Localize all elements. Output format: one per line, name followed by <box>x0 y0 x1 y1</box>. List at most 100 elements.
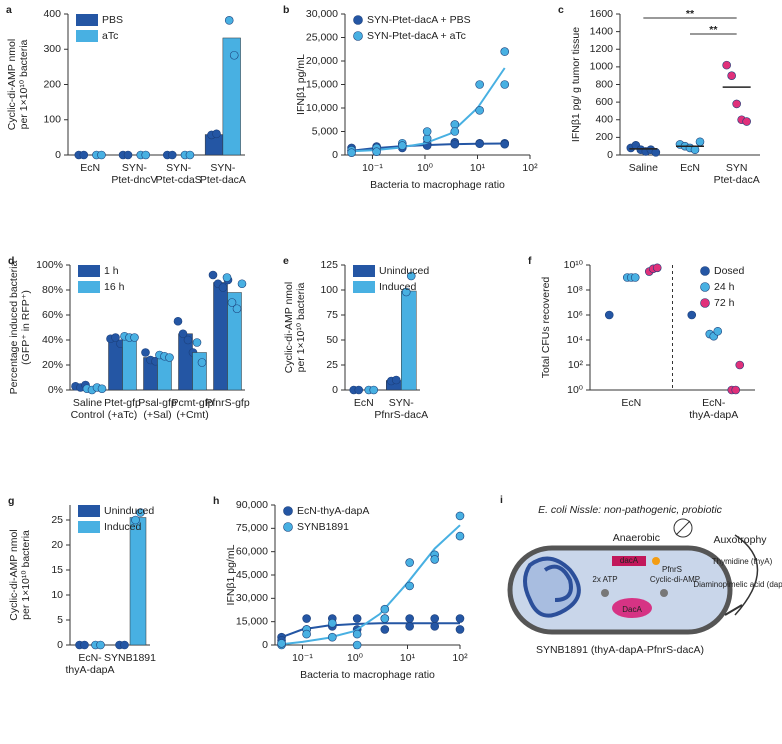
y-tick-label: 10⁰ <box>567 384 584 396</box>
point <box>97 384 107 394</box>
x-tick-label: 10⁻¹ <box>362 162 383 174</box>
point <box>630 273 640 282</box>
y-tick-label: 40% <box>42 334 63 346</box>
x-tick-line: EcN <box>80 162 100 174</box>
point <box>455 511 465 521</box>
panel-letter: e <box>283 255 289 267</box>
legend-swatch <box>76 30 98 42</box>
legend-label: PBS <box>102 14 123 26</box>
y-tick-label: 1600 <box>590 8 614 20</box>
point <box>224 16 234 25</box>
y-tick-label: 60,000 <box>236 545 268 557</box>
legend-label: 16 h <box>104 281 125 293</box>
product-label: Cyclic-di-AMP <box>650 575 700 584</box>
point <box>731 385 741 395</box>
y-tick-label: 80% <box>42 284 63 296</box>
point <box>372 147 381 157</box>
y-tick-label: 75 <box>326 309 338 321</box>
point <box>722 60 731 70</box>
y-tick-label: 0 <box>57 639 63 651</box>
point <box>218 283 228 292</box>
bar <box>192 352 207 391</box>
legend-label: EcN-thyA-dapA <box>297 505 369 517</box>
y-tick-label: 50 <box>326 334 338 346</box>
point <box>352 629 362 639</box>
point <box>604 310 614 320</box>
x-tick-label: EcN <box>680 162 700 174</box>
x-tick-line: PfnrS-gfp <box>205 397 250 409</box>
legend-label: 1 h <box>104 265 119 277</box>
legend-label: SYNB1891 <box>297 521 349 533</box>
y-tick-label: 600 <box>595 96 613 108</box>
y-tick-label: 100% <box>36 259 63 271</box>
atp-label: 2x ATP <box>592 575 617 584</box>
point <box>212 129 221 139</box>
x-tick-label: 10⁰ <box>347 652 364 664</box>
x-tick-label: 10⁻¹ <box>292 652 313 664</box>
panel-letter: a <box>6 4 12 16</box>
point <box>173 316 183 326</box>
y-axis-label: Cyclic-di-AMP nmol <box>6 39 18 130</box>
point <box>430 622 440 631</box>
x-tick-label: SYN-PfnrS-dacA <box>374 397 428 421</box>
x-tick-label: Psal-gfp (+Sal) <box>138 397 177 421</box>
y-axis-label: IFNβ1 pg/mL <box>225 544 237 605</box>
x-tick-line: SYN- <box>389 397 415 409</box>
x-tick-line: Control <box>71 409 105 421</box>
point <box>391 375 401 385</box>
point <box>167 150 177 160</box>
panel-letter: g <box>8 495 14 507</box>
y-tick-label: 1200 <box>590 43 614 55</box>
point <box>208 270 218 280</box>
x-tick-label: 10² <box>452 652 468 664</box>
y-axis-label: Total CFUs recovered <box>540 277 552 379</box>
point <box>742 117 751 126</box>
y-tick-label: 25 <box>51 514 63 526</box>
point <box>401 287 411 297</box>
x-tick-label: EcN <box>354 397 374 409</box>
point <box>455 531 465 541</box>
point <box>120 640 129 650</box>
point <box>455 625 465 634</box>
x-axis-label: Bacteria to macrophage ratio <box>370 179 505 191</box>
point <box>422 127 432 136</box>
x-tick-line: (+Sal) <box>143 409 171 421</box>
panel-letter: f <box>528 255 532 267</box>
point <box>450 127 460 136</box>
point <box>475 139 484 149</box>
x-tick-line: Ptet-dacA <box>200 174 246 186</box>
legend-swatch <box>353 281 375 293</box>
point <box>237 279 247 289</box>
x-tick-line: thyA-dapA <box>689 409 738 421</box>
point <box>687 310 697 320</box>
y-tick-label: 10² <box>568 359 584 371</box>
point <box>430 555 440 564</box>
y-tick-label: 0% <box>48 384 63 396</box>
point <box>79 150 89 160</box>
point <box>405 581 414 591</box>
y-tick-label: 90,000 <box>236 499 268 511</box>
legend-label: Induced <box>104 521 142 533</box>
enzyme-shape <box>612 598 652 618</box>
x-tick-line: SYN- <box>166 162 192 174</box>
x-tick-label: SYNB1891 <box>104 652 156 664</box>
legend-label: SYN-Ptet-dacA + aTc <box>367 30 466 42</box>
x-tick-label: SYN-Ptet-dncV <box>111 162 157 186</box>
y-tick-label: 100 <box>43 114 61 126</box>
y-axis-label: Cyclic-di-AMP nmol <box>8 529 20 620</box>
point <box>352 614 362 623</box>
point <box>405 622 414 631</box>
legend-label: 24 h <box>714 281 735 293</box>
x-tick-line: Psal-gfp <box>138 397 177 409</box>
x-tick-label: EcN-thyA-dapA <box>689 397 738 421</box>
x-tick-label: Pcmt-gfp (+Cmt) <box>171 397 213 421</box>
legend-marker <box>283 506 293 516</box>
x-tick-label: Saline Control <box>71 397 105 421</box>
x-tick-label: 10² <box>522 162 538 174</box>
legend-label: aTc <box>102 30 118 42</box>
x-tick-line: Ptet-gfp <box>104 397 141 409</box>
dap-label: Diaminopimelic acid (dapA) <box>693 580 782 589</box>
legend-label: Dosed <box>714 265 745 277</box>
point <box>277 639 286 648</box>
